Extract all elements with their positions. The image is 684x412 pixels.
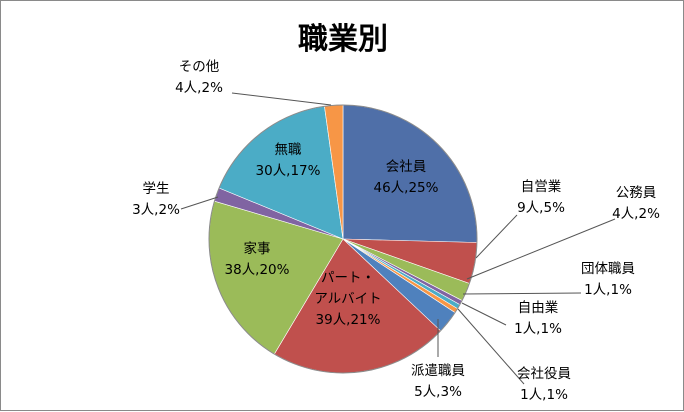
leader-line-3 xyxy=(462,292,582,295)
leader-line-2 xyxy=(466,218,616,280)
slice-label-7-2: 39人,21% xyxy=(316,312,381,328)
leader-line-9 xyxy=(180,196,219,210)
slice-label-9-0: 学生 xyxy=(143,181,170,197)
slice-label-1-0: 自営業 xyxy=(521,179,562,195)
chart-title: 職業別 xyxy=(298,22,388,57)
slice-label-7-1: アルバイト xyxy=(314,291,381,307)
slice-label-8-1: 38人,20% xyxy=(225,262,290,278)
slice-label-10-1: 30人,17% xyxy=(256,163,321,179)
leader-line-1 xyxy=(475,214,518,259)
slice-label-0-0: 会社員 xyxy=(386,159,427,175)
leader-line-4 xyxy=(461,302,507,326)
pie-outline xyxy=(208,104,478,374)
slice-label-4-1: 1人,1% xyxy=(514,321,562,337)
leader-line-5 xyxy=(457,308,525,385)
slice-label-4-0: 自由業 xyxy=(518,300,559,316)
slice-label-11-0: その他 xyxy=(179,59,220,75)
slice-label-6-1: 5人,3% xyxy=(414,384,462,400)
slice-label-9-1: 3人,2% xyxy=(132,202,180,218)
leader-line-11 xyxy=(231,92,332,106)
slice-label-5-1: 1人,1% xyxy=(520,387,568,403)
slice-label-0-1: 46人,25% xyxy=(374,180,439,196)
slice-label-2-0: 公務員 xyxy=(616,185,657,201)
slice-label-11-1: 4人,2% xyxy=(175,80,223,96)
slice-label-8-0: 家事 xyxy=(244,240,271,257)
slice-label-5-0: 会社役員 xyxy=(517,366,571,382)
slice-label-1-1: 9人,5% xyxy=(517,200,565,216)
slice-label-3-1: 1人,1% xyxy=(584,282,632,298)
slice-label-3-0: 団体職員 xyxy=(581,261,635,277)
slice-label-7-0: パート・ xyxy=(321,270,375,286)
slice-label-10-0: 無職 xyxy=(275,142,302,158)
slice-label-6-0: 派遣職員 xyxy=(411,363,465,379)
slice-label-2-1: 4人,2% xyxy=(612,206,660,222)
